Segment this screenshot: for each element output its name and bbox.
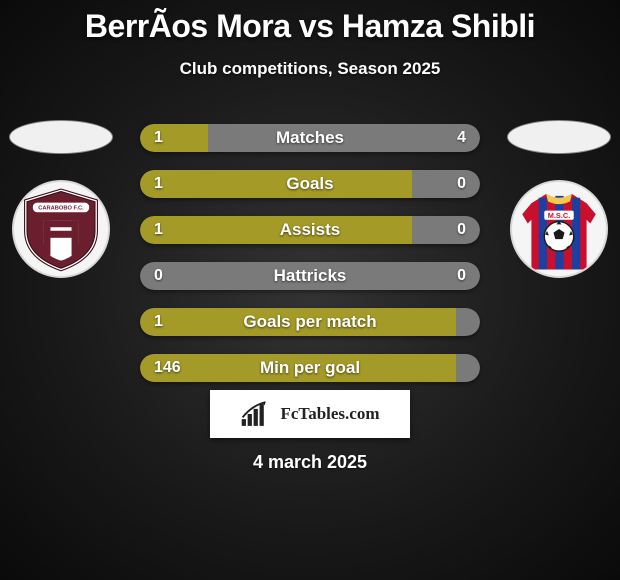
stat-bar-left <box>140 262 310 290</box>
stat-row: Goals10 <box>140 170 480 198</box>
stat-row: Assists10 <box>140 216 480 244</box>
stat-bar-left <box>140 216 412 244</box>
attribution-text: FcTables.com <box>280 404 379 424</box>
player-left-flag <box>9 120 113 154</box>
stat-bar-left <box>140 124 208 152</box>
stat-bar-track <box>140 170 480 198</box>
stat-bars: Matches14 Goals10 Assists10 Hattricks00 Goal… <box>140 124 480 400</box>
player-right-club-badge: M.S.C. <box>510 180 608 278</box>
stat-row: Min per goal146 <box>140 354 480 382</box>
stat-bar-right <box>456 354 480 382</box>
page-title: BerrÃ­os Mora vs Hamza Shibli <box>0 0 620 45</box>
stat-bar-track <box>140 308 480 336</box>
stat-bar-right <box>412 170 480 198</box>
fctables-logo-icon <box>240 400 274 428</box>
stat-bar-right <box>208 124 480 152</box>
msc-jersey-icon: M.S.C. <box>513 183 605 275</box>
stat-bar-track <box>140 216 480 244</box>
stat-row: Hattricks00 <box>140 262 480 290</box>
player-left-column: CARABOBO F.C. <box>6 120 116 278</box>
stat-bar-left <box>140 308 456 336</box>
svg-text:M.S.C.: M.S.C. <box>548 211 571 220</box>
attribution-badge: FcTables.com <box>210 390 410 438</box>
stat-bar-left <box>140 170 412 198</box>
svg-text:CARABOBO F.C.: CARABOBO F.C. <box>38 206 84 212</box>
stat-bar-track <box>140 354 480 382</box>
stat-bar-right <box>412 216 480 244</box>
stat-bar-track <box>140 124 480 152</box>
stat-row: Goals per match1 <box>140 308 480 336</box>
page-subtitle: Club competitions, Season 2025 <box>0 59 620 79</box>
stat-bar-right <box>310 262 480 290</box>
date-text: 4 march 2025 <box>0 452 620 473</box>
player-right-flag <box>507 120 611 154</box>
stat-bar-track <box>140 262 480 290</box>
player-right-column: M.S.C. <box>504 120 614 278</box>
stat-bar-right <box>456 308 480 336</box>
carabobo-shield-icon: CARABOBO F.C. <box>17 185 105 273</box>
player-left-club-badge: CARABOBO F.C. <box>12 180 110 278</box>
stat-row: Matches14 <box>140 124 480 152</box>
stat-bar-left <box>140 354 456 382</box>
